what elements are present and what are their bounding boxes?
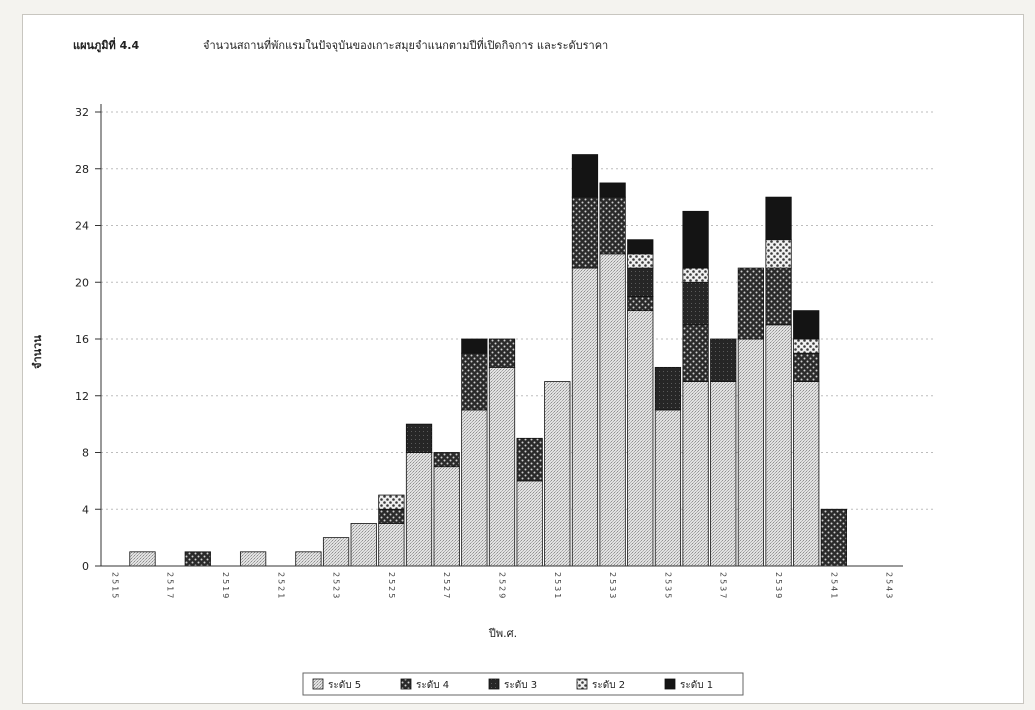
stacked-bar-chart: แผนภูมิที่ 4.4 จำนวนสถานที่พักแรมในปัจจุ… [31, 37, 933, 696]
y-tick-label: 12 [75, 390, 89, 403]
bar-segment [737, 338, 765, 567]
y-axis-label: จำนวน [31, 335, 44, 369]
bar-segment [599, 196, 626, 255]
y-tick-label: 32 [75, 106, 89, 119]
bar-segment [627, 296, 654, 312]
y-axis: 0 4 8 12 16 20 24 28 32 [75, 104, 102, 573]
bar-segment [433, 466, 460, 567]
bar-segment [571, 196, 599, 269]
bar-segment [516, 437, 543, 482]
bar-segment [793, 352, 820, 382]
y-tick-label: 16 [75, 333, 89, 346]
x-tick-label: 2535 [663, 572, 672, 600]
bar-segment [793, 338, 820, 354]
chart-figure: แผนภูมิที่ 4.4 จำนวนสถานที่พักแรมในปัจจุ… [22, 14, 1024, 704]
y-tick-label: 24 [75, 220, 89, 233]
bar-segment [793, 381, 820, 567]
x-tick-label: 2527 [442, 572, 451, 600]
bar-segment [599, 253, 626, 567]
bar-segment [627, 239, 654, 255]
bar-segment [765, 324, 792, 567]
y-tick-label: 20 [75, 276, 89, 289]
x-tick-label: 2519 [221, 572, 230, 600]
legend-swatch [312, 678, 324, 690]
x-axis: 2515 2517 2519 2521 2523 2525 2527 2529 2531 2533… [101, 565, 903, 600]
bar-segment [378, 508, 405, 524]
legend-entry: ระดับ 4 [416, 680, 449, 691]
bar-segment [627, 267, 654, 297]
bar-segment [627, 310, 654, 567]
x-tick-label: 2543 [885, 572, 894, 600]
bar-segment [184, 551, 211, 567]
bar-segment [378, 494, 405, 510]
x-tick-label: 2531 [553, 572, 562, 600]
bar-segment [405, 452, 433, 567]
x-tick-label: 2521 [276, 572, 285, 600]
bar-segment [820, 508, 847, 567]
bar-segment [599, 182, 626, 198]
bar-segment [544, 381, 571, 567]
bar-segment [654, 366, 682, 411]
bar-segment [571, 267, 599, 567]
legend-box [302, 672, 744, 696]
x-tick-label: 2539 [774, 572, 783, 600]
bar-segment [682, 281, 709, 326]
bar-segment [433, 452, 460, 468]
bar-segment [516, 480, 543, 567]
bar-segment [765, 196, 792, 241]
bar-segment [322, 537, 350, 567]
x-tick-label: 2525 [387, 572, 396, 600]
bar-segment [129, 551, 156, 567]
legend: ระดับ 5 ระดับ 4 ระดับ 3 ระดับ 2 ระดับ 1 [302, 672, 744, 696]
bar-segment [654, 409, 682, 567]
x-tick-label: 2533 [608, 572, 617, 600]
legend-entry: ระดับ 5 [328, 680, 361, 691]
bar-segment [295, 551, 322, 567]
bar-segment [461, 338, 488, 354]
bar-segment [488, 338, 516, 368]
y-tick-label: 4 [82, 503, 89, 516]
x-tick-label: 2541 [829, 572, 838, 600]
chart-title: จำนวนสถานที่พักแรมในปัจจุบันของเกาะสมุยจ… [203, 37, 608, 52]
bar-segment [682, 324, 709, 382]
figure-label: แผนภูมิที่ 4.4 [73, 37, 139, 53]
legend-entry: ระดับ 1 [680, 680, 713, 691]
bar-segment [737, 267, 765, 340]
bar-segment [765, 239, 792, 269]
bar-segment [793, 310, 820, 340]
x-tick-label: 2529 [498, 572, 507, 600]
x-axis-label: ปีพ.ศ. [488, 627, 517, 640]
bar-segment [765, 267, 792, 326]
y-tick-label: 0 [82, 560, 89, 573]
y-tick-label: 28 [75, 163, 89, 176]
bar-segment [682, 381, 709, 567]
x-tick-label: 2537 [719, 572, 728, 600]
legend-swatch [664, 678, 676, 690]
bar-segment [405, 423, 433, 453]
legend-swatch [576, 678, 588, 690]
y-tick-label: 8 [82, 447, 89, 460]
bar-segment [461, 409, 488, 567]
bar-segment [710, 381, 737, 567]
bar-segment [627, 253, 654, 269]
bar-segment [682, 267, 709, 283]
x-tick-label: 2515 [110, 572, 119, 600]
x-tick-label: 2517 [166, 572, 175, 600]
bar-segment [239, 551, 267, 567]
bar-segment [571, 154, 599, 198]
bar-segment [488, 366, 516, 567]
bar-segment [350, 523, 377, 567]
bar-segment [710, 338, 737, 382]
bars [129, 154, 847, 567]
legend-entry: ระดับ 3 [504, 680, 537, 691]
bar-segment [461, 352, 488, 411]
legend-swatch [400, 678, 412, 690]
legend-entry: ระดับ 2 [592, 680, 625, 691]
legend-swatch [488, 678, 500, 690]
x-tick-label: 2523 [332, 572, 341, 600]
bar-segment [378, 523, 405, 567]
bar-segment [682, 210, 709, 269]
